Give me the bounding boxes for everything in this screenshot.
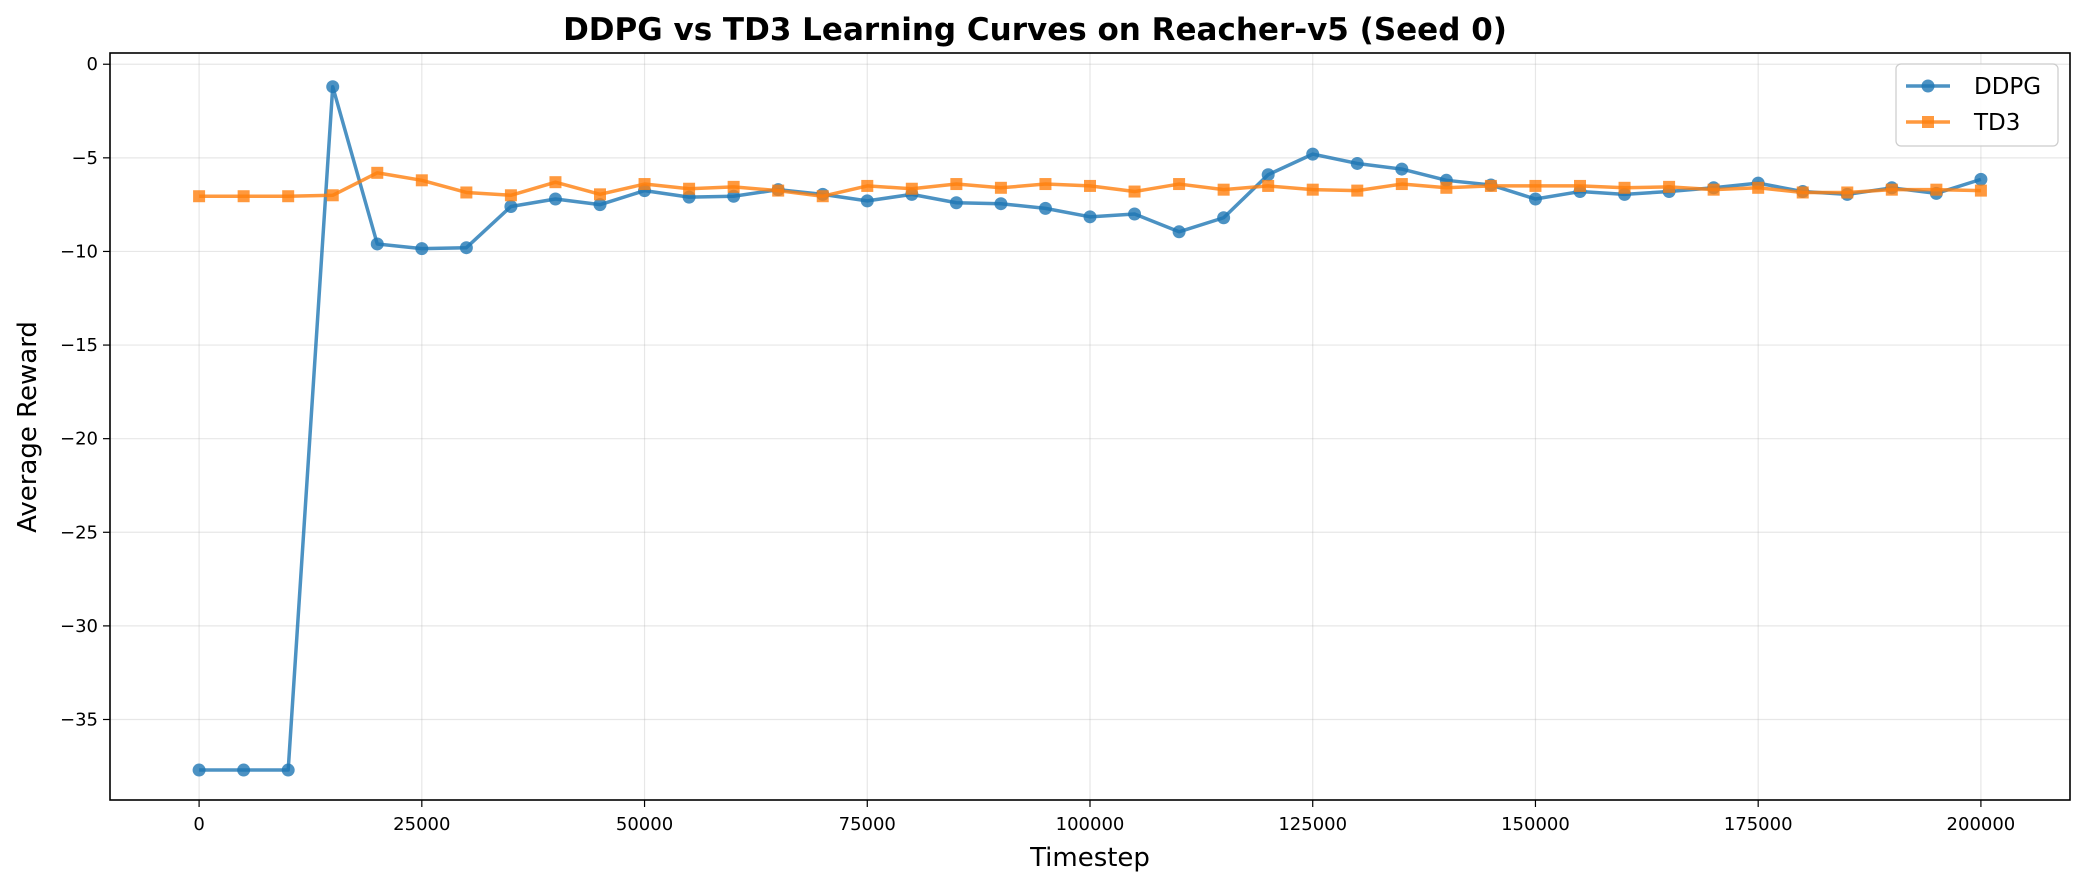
data-point-td3 — [237, 190, 250, 203]
data-point-ddpg — [1172, 225, 1186, 239]
y-tick-label: −35 — [60, 709, 98, 730]
legend: DDPG TD3 — [1895, 63, 2059, 147]
data-point-ddpg — [1528, 192, 1542, 206]
data-point-ddpg — [1128, 207, 1142, 221]
legend-label-ddpg: DDPG — [1974, 74, 2041, 100]
x-tick-label: 50000 — [616, 814, 673, 835]
data-point-ddpg — [237, 763, 251, 777]
data-point-ddpg — [1395, 162, 1409, 176]
data-point-ddpg — [727, 189, 741, 203]
y-tick-label: 0 — [87, 54, 98, 75]
data-point-td3 — [772, 184, 785, 197]
data-point-td3 — [1217, 183, 1230, 196]
data-point-ddpg — [1217, 211, 1231, 225]
legend-marker-ddpg — [1921, 79, 1935, 93]
data-point-td3 — [1039, 178, 1052, 191]
data-point-ddpg — [281, 763, 295, 777]
data-point-td3 — [683, 182, 696, 195]
data-point-td3 — [1440, 181, 1453, 194]
data-point-ddpg — [860, 194, 874, 208]
data-point-ddpg — [949, 196, 963, 210]
data-point-td3 — [594, 188, 606, 201]
data-point-td3 — [1841, 186, 1854, 199]
data-point-td3 — [1930, 183, 1943, 196]
data-point-td3 — [415, 174, 428, 187]
data-point-ddpg — [1306, 147, 1320, 161]
y-axis-label: Average Reward — [13, 321, 43, 533]
y-tick-label: −30 — [60, 616, 98, 637]
data-point-td3 — [861, 179, 874, 192]
plot-series — [192, 80, 1988, 777]
data-point-td3 — [727, 180, 740, 193]
data-point-td3 — [460, 186, 473, 199]
x-tick-label: 125000 — [1278, 814, 1347, 835]
grid — [110, 53, 2070, 800]
data-point-ddpg — [192, 763, 206, 777]
data-point-td3 — [905, 182, 918, 195]
data-point-td3 — [1796, 186, 1809, 199]
chart-title: DDPG vs TD3 Learning Curves on Reacher-v… — [563, 12, 1507, 48]
data-point-td3 — [193, 190, 206, 203]
data-point-td3 — [994, 181, 1007, 194]
x-tick-label: 75000 — [839, 814, 896, 835]
data-point-ddpg — [1261, 168, 1275, 182]
y-tick-label: −25 — [60, 522, 98, 543]
data-point-td3 — [816, 190, 829, 203]
data-point-td3 — [326, 189, 339, 202]
data-point-td3 — [950, 178, 963, 191]
data-point-ddpg — [1038, 201, 1052, 215]
x-tick-label: 200000 — [1947, 814, 2016, 835]
data-point-ddpg — [593, 198, 607, 212]
data-point-td3 — [1707, 183, 1720, 196]
x-tick-label: 175000 — [1724, 814, 1793, 835]
data-point-td3 — [1128, 185, 1141, 198]
data-point-td3 — [282, 190, 295, 203]
data-point-td3 — [1173, 178, 1186, 191]
data-point-td3 — [1395, 178, 1408, 191]
data-point-td3 — [1574, 179, 1586, 192]
data-point-ddpg — [415, 242, 429, 256]
x-tick-label: 150000 — [1501, 814, 1570, 835]
data-point-ddpg — [1083, 210, 1097, 224]
data-point-td3 — [1262, 179, 1275, 192]
y-tick-label: −10 — [60, 241, 98, 262]
x-tick-label: 25000 — [393, 814, 450, 835]
data-point-td3 — [1974, 184, 1987, 197]
x-axis-label: Timestep — [1029, 843, 1150, 873]
data-point-ddpg — [326, 80, 340, 94]
x-tick-label: 100000 — [1056, 814, 1125, 835]
x-tick-label: 0 — [193, 814, 204, 835]
legend-marker-td3 — [1922, 116, 1934, 128]
data-point-td3 — [371, 166, 384, 179]
y-tick-label: −20 — [60, 429, 98, 450]
legend-label-td3: TD3 — [1973, 110, 2020, 136]
data-point-ddpg — [459, 241, 473, 255]
data-point-td3 — [1663, 180, 1676, 193]
data-point-td3 — [1084, 179, 1096, 192]
data-point-td3 — [1484, 179, 1497, 192]
data-point-td3 — [1618, 181, 1631, 194]
data-point-td3 — [1529, 179, 1542, 192]
data-point-ddpg — [370, 237, 384, 251]
y-tick-label: −15 — [60, 335, 98, 356]
data-point-td3 — [549, 176, 562, 189]
data-point-td3 — [1351, 184, 1364, 197]
y-tick-label: −5 — [71, 148, 98, 169]
series-td3 — [193, 166, 1987, 203]
data-point-td3 — [1306, 183, 1319, 196]
data-point-ddpg — [504, 200, 518, 214]
data-point-td3 — [504, 189, 517, 202]
data-point-ddpg — [1350, 156, 1364, 170]
data-point-td3 — [638, 178, 651, 191]
data-point-ddpg — [1974, 172, 1988, 186]
data-point-td3 — [1752, 181, 1765, 194]
axes: 0 25000 50000 75000 100000 125000 150000 175000… — [60, 54, 2015, 835]
data-point-ddpg — [994, 197, 1008, 211]
data-point-ddpg — [548, 192, 562, 206]
data-point-td3 — [1885, 183, 1898, 196]
